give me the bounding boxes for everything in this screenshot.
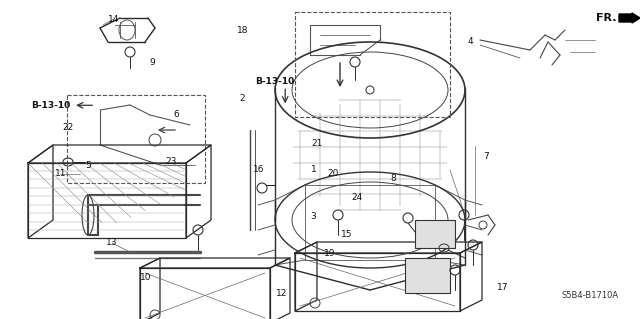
Text: 7: 7 — [484, 152, 489, 161]
Text: S5B4-B1710A: S5B4-B1710A — [561, 291, 619, 300]
Bar — [405, 258, 450, 293]
Text: B-13-10: B-13-10 — [255, 77, 295, 86]
Text: 15: 15 — [341, 230, 353, 239]
Text: 12: 12 — [276, 289, 287, 298]
Bar — [67, 95, 205, 183]
Text: 5: 5 — [86, 161, 91, 170]
Text: 4: 4 — [468, 37, 473, 46]
Text: 14: 14 — [108, 15, 120, 24]
Text: 1: 1 — [311, 165, 316, 174]
Text: 16: 16 — [253, 165, 265, 174]
Text: 22: 22 — [63, 123, 74, 132]
Text: 23: 23 — [166, 157, 177, 166]
Text: 19: 19 — [324, 249, 335, 258]
Text: 20: 20 — [327, 169, 339, 178]
Bar — [415, 220, 455, 248]
Text: 10: 10 — [140, 273, 152, 282]
Text: 9: 9 — [150, 58, 155, 67]
Text: 18: 18 — [237, 26, 249, 35]
Text: 3: 3 — [311, 212, 316, 221]
Text: 11: 11 — [55, 169, 67, 178]
Text: 24: 24 — [351, 193, 363, 202]
Bar — [295, 12, 450, 117]
Text: B-13-10: B-13-10 — [31, 101, 71, 110]
FancyArrow shape — [619, 13, 640, 23]
Text: 8: 8 — [391, 174, 396, 183]
Text: 21: 21 — [311, 139, 323, 148]
Text: 2: 2 — [239, 94, 244, 103]
Text: 17: 17 — [497, 283, 509, 292]
Text: FR.: FR. — [596, 13, 616, 23]
Text: 13: 13 — [106, 238, 118, 247]
Text: 6: 6 — [173, 110, 179, 119]
